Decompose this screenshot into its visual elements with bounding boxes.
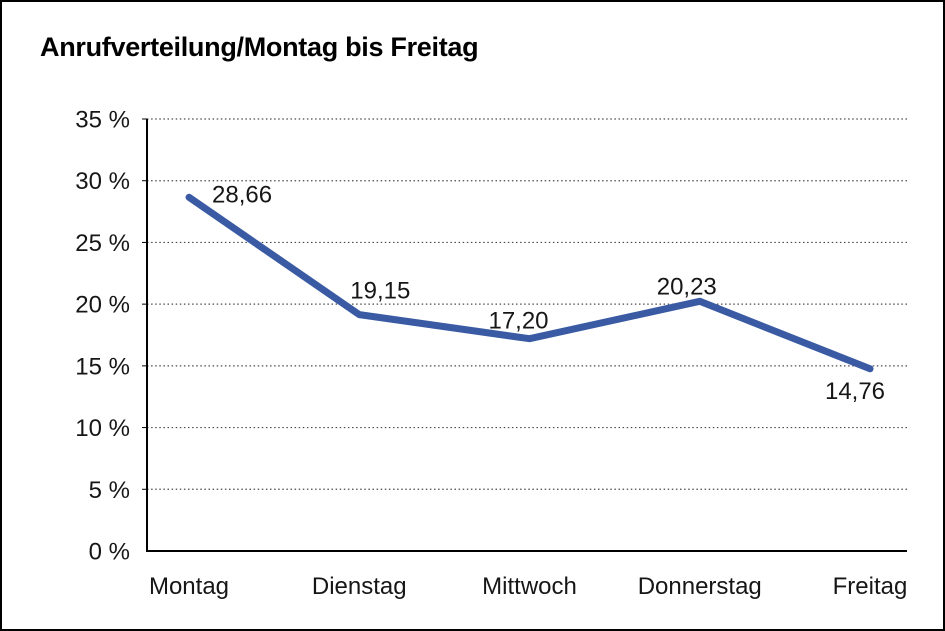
chart-title: Anrufverteilung/Montag bis Freitag bbox=[40, 32, 479, 62]
y-tick-label: 0 % bbox=[89, 539, 130, 566]
data-line bbox=[185, 193, 874, 373]
point-value-label: 14,76 bbox=[825, 378, 885, 405]
y-tick-label: 15 % bbox=[75, 353, 130, 380]
y-tick-label: 20 % bbox=[75, 292, 130, 319]
point-value-label: 28,66 bbox=[212, 181, 272, 208]
x-tick-label: Dienstag bbox=[312, 573, 407, 600]
point-value-label: 20,23 bbox=[657, 273, 717, 300]
point-value-label: 17,20 bbox=[488, 308, 548, 335]
y-tick-label: 35 % bbox=[75, 107, 130, 134]
x-tick-label: Freitag bbox=[833, 573, 908, 600]
y-tick-label: 10 % bbox=[75, 415, 130, 442]
y-tick-label: 30 % bbox=[75, 168, 130, 195]
x-tick-label: Montag bbox=[149, 573, 229, 600]
y-tick-label: 5 % bbox=[89, 477, 130, 504]
x-tick-label: Donnerstag bbox=[638, 573, 762, 600]
point-value-label: 19,15 bbox=[350, 278, 410, 305]
x-tick-label: Mittwoch bbox=[482, 573, 577, 600]
y-tick-label: 25 % bbox=[75, 230, 130, 257]
